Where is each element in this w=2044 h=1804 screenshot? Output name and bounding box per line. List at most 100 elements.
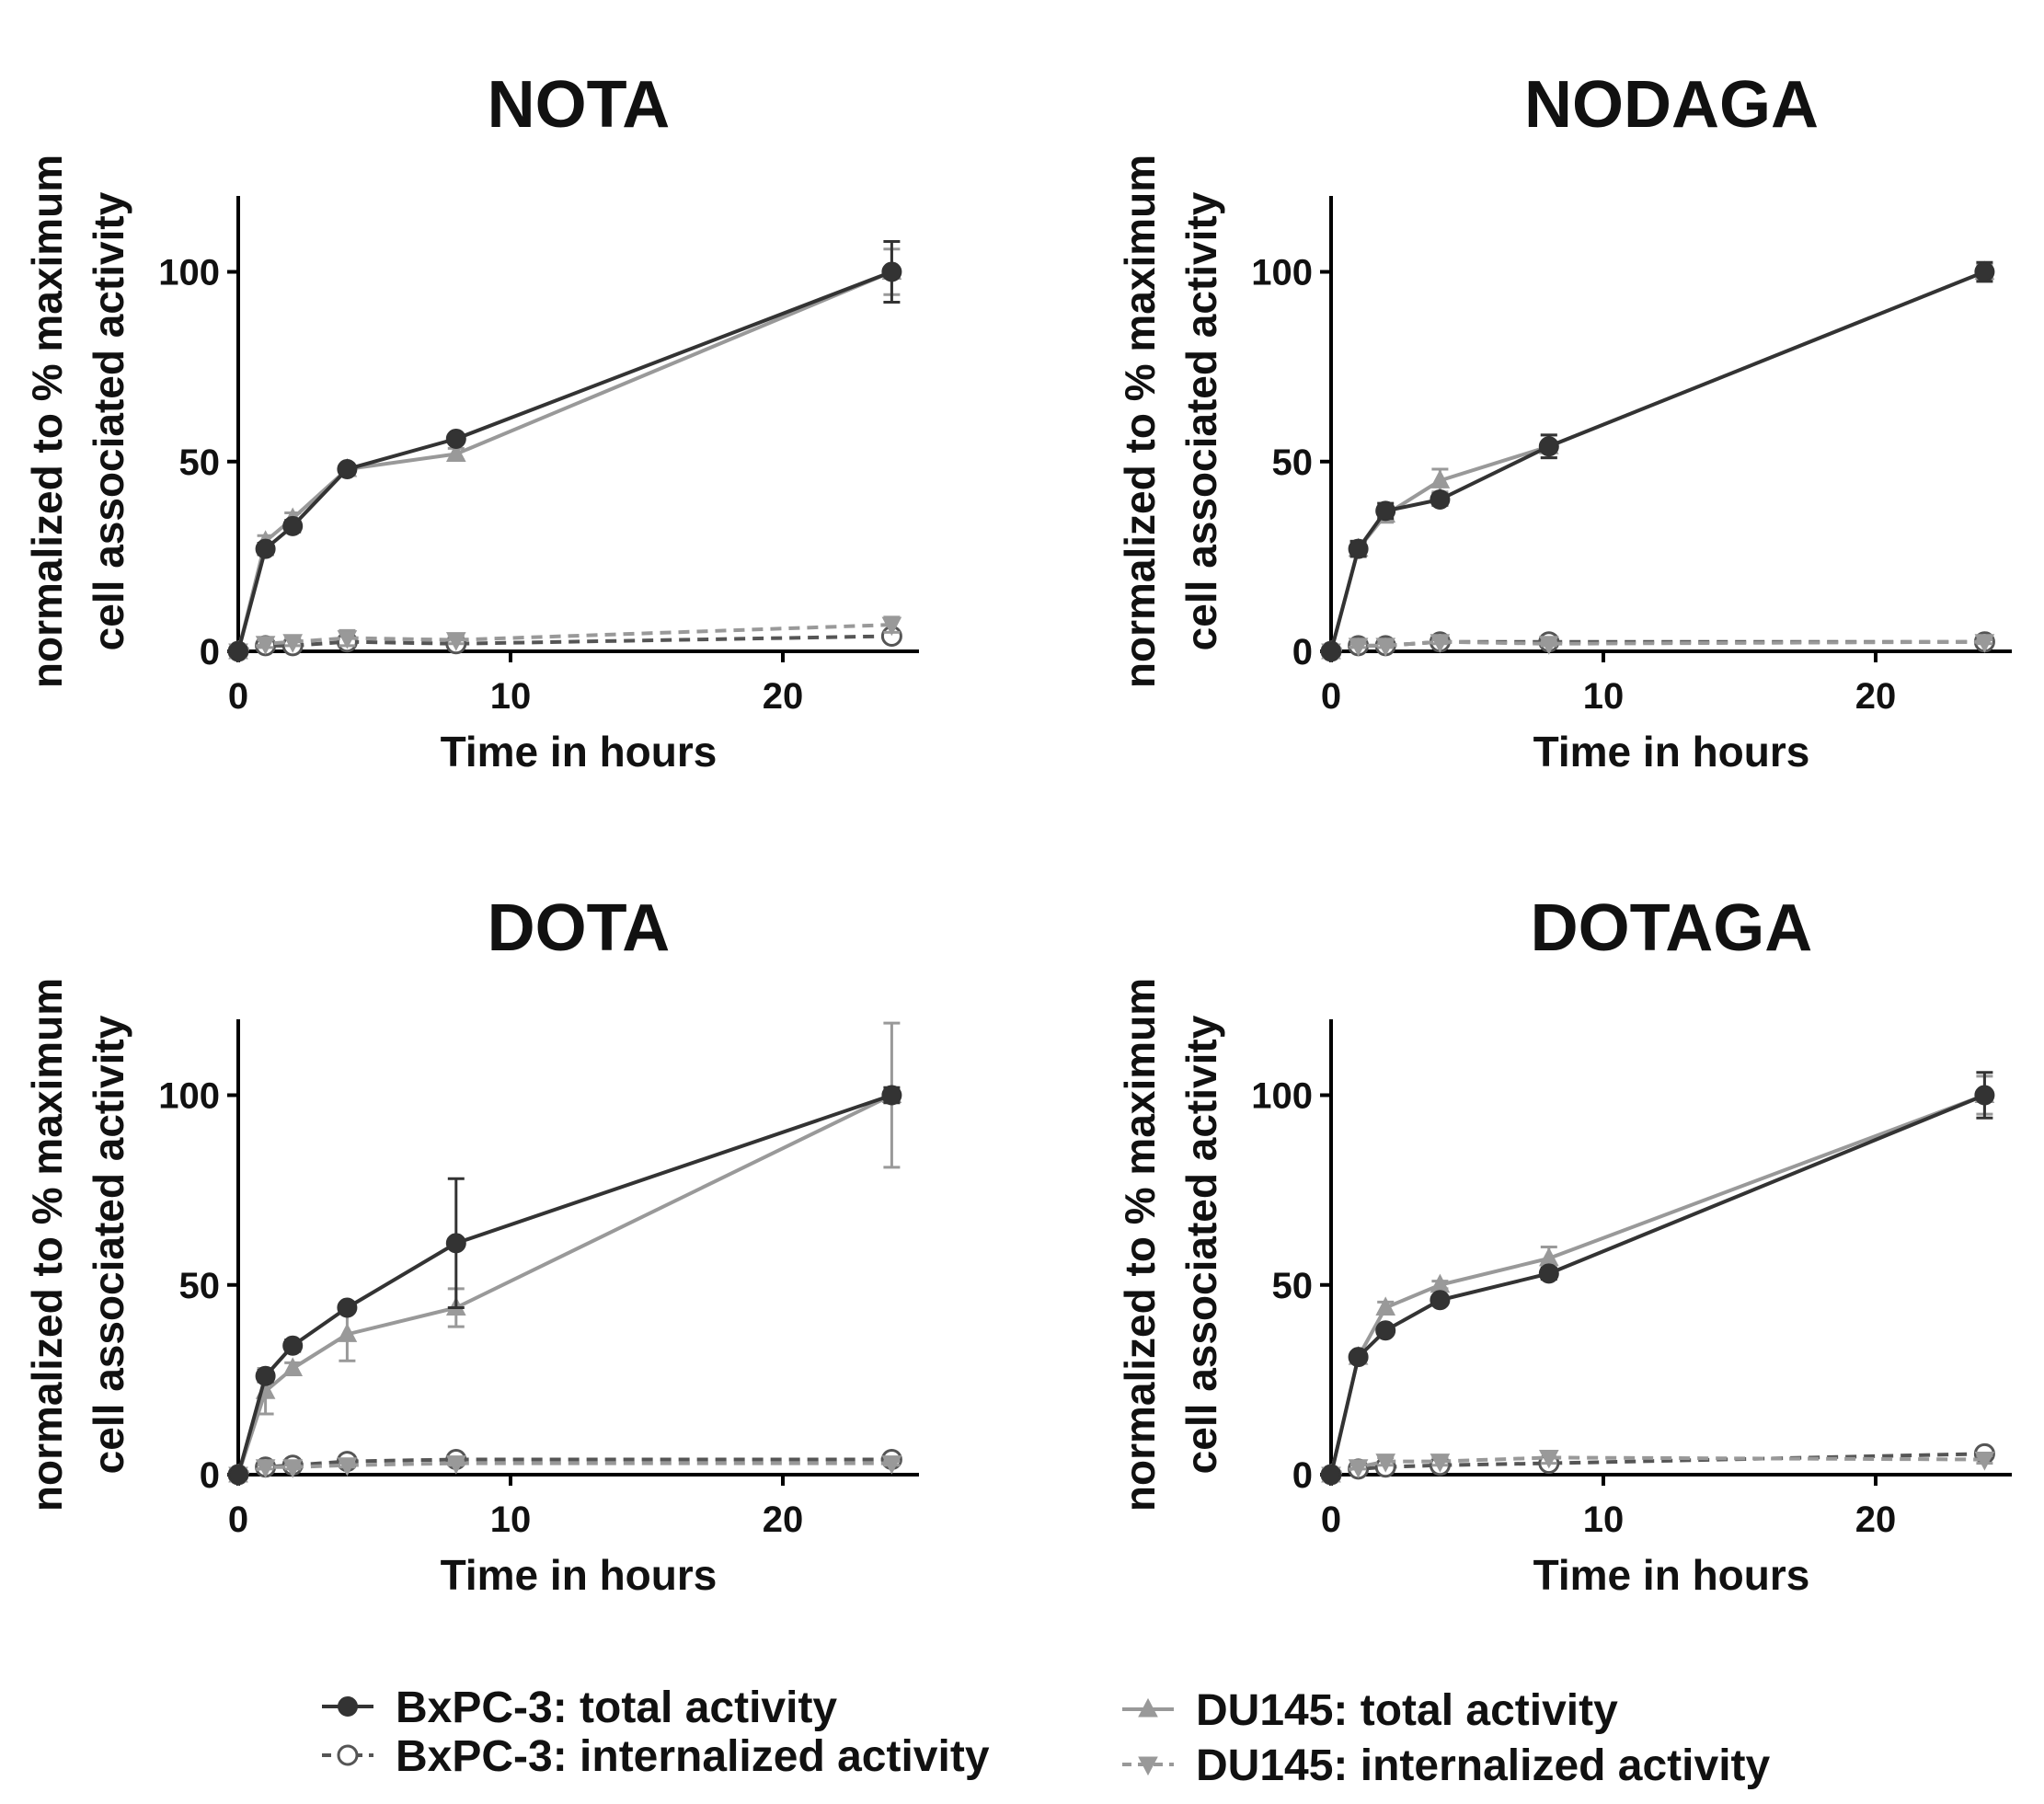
series-bx-total bbox=[1321, 260, 1995, 661]
panel-dotaga: DOTAGA Time in hours normalized to % max… bbox=[1116, 891, 2012, 1599]
data-point bbox=[1430, 634, 1451, 653]
series-bx-int bbox=[227, 626, 902, 662]
y-tick-label: 50 bbox=[1272, 442, 1314, 483]
data-point bbox=[1538, 1449, 1559, 1469]
series-bx-total bbox=[228, 240, 902, 661]
x-axis-label: Time in hours bbox=[441, 1551, 718, 1599]
data-point bbox=[255, 1459, 276, 1478]
data-point bbox=[1974, 1085, 1995, 1106]
y-axis-label-line1: normalized to % maximum bbox=[23, 155, 71, 688]
x-tick-label: 0 bbox=[1321, 1500, 1341, 1540]
legend-label: BxPC-3: total activity bbox=[396, 1683, 837, 1732]
data-point bbox=[255, 636, 276, 655]
chart-title: NOTA bbox=[488, 68, 671, 142]
series-line bbox=[1329, 1093, 1986, 1476]
data-point bbox=[1348, 1347, 1369, 1368]
data-point bbox=[881, 261, 902, 282]
x-tick-label: 20 bbox=[763, 1500, 804, 1540]
y-tick-label: 0 bbox=[1292, 632, 1313, 672]
x-axis-label: Time in hours bbox=[1533, 1551, 1810, 1599]
y-axis-label-line2: cell associated activity bbox=[85, 191, 132, 650]
data-point bbox=[255, 538, 276, 559]
legend-item-du145-total: DU145: total activity bbox=[1122, 1686, 1618, 1735]
y-axis-label-line2: cell associated activity bbox=[1177, 1015, 1225, 1474]
y-axis-label-line1: normalized to % maximum bbox=[1116, 155, 1164, 688]
data-point bbox=[1430, 1290, 1451, 1311]
data-point bbox=[282, 1459, 304, 1478]
legend-swatch bbox=[322, 1744, 373, 1766]
data-point bbox=[1538, 636, 1559, 655]
data-point bbox=[282, 515, 304, 536]
y-tick-label: 50 bbox=[179, 1266, 221, 1306]
data-point bbox=[337, 459, 358, 479]
data-point bbox=[1974, 634, 1995, 653]
data-point bbox=[1375, 638, 1396, 657]
series-line bbox=[236, 270, 893, 652]
y-axis-label-line2: cell associated activity bbox=[85, 1015, 132, 1474]
legend-swatch bbox=[322, 1696, 373, 1717]
data-point bbox=[1348, 538, 1369, 559]
legend-marker bbox=[1138, 1697, 1158, 1718]
series-line bbox=[1329, 1093, 1986, 1476]
series-bx-total bbox=[1321, 1071, 1995, 1485]
data-point bbox=[228, 1465, 248, 1485]
y-tick-label: 0 bbox=[200, 632, 220, 672]
x-tick-label: 10 bbox=[1583, 676, 1625, 717]
chart-title: DOTAGA bbox=[1531, 891, 1813, 965]
data-point bbox=[337, 1323, 358, 1342]
series-du-int bbox=[228, 1455, 902, 1487]
legend-label: DU145: total activity bbox=[1196, 1686, 1618, 1735]
data-point bbox=[1348, 638, 1369, 657]
series-line bbox=[236, 1093, 893, 1476]
data-point bbox=[1321, 641, 1341, 661]
data-point bbox=[1430, 489, 1451, 510]
data-point bbox=[228, 641, 248, 661]
y-tick-label: 0 bbox=[200, 1455, 220, 1496]
data-point bbox=[1375, 1454, 1396, 1473]
x-axis-label: Time in hours bbox=[1533, 728, 1810, 776]
y-tick-label: 100 bbox=[158, 1076, 220, 1117]
x-tick-label: 0 bbox=[1321, 676, 1341, 717]
data-point bbox=[282, 1357, 304, 1376]
x-tick-label: 10 bbox=[490, 1500, 532, 1540]
x-tick-label: 20 bbox=[763, 676, 804, 717]
series-du-int bbox=[1321, 634, 1995, 663]
legend: BxPC-3: total activity BxPC-3: internali… bbox=[322, 1683, 1771, 1790]
y-tick-label: 100 bbox=[1251, 253, 1313, 293]
data-point bbox=[1430, 1454, 1451, 1473]
series-bx-total bbox=[228, 1085, 902, 1485]
data-point bbox=[445, 1233, 466, 1254]
legend-marker bbox=[338, 1696, 358, 1717]
series-du-total bbox=[228, 1021, 902, 1483]
series-bx-int bbox=[1320, 1442, 1995, 1486]
series-line bbox=[1329, 270, 1986, 652]
series-line bbox=[236, 1093, 893, 1476]
x-axis-label: Time in hours bbox=[441, 728, 718, 776]
panel-nodaga: NODAGA Time in hours normalized to % max… bbox=[1116, 68, 2012, 776]
x-tick-label: 20 bbox=[1855, 676, 1897, 717]
data-point bbox=[1430, 469, 1451, 488]
data-point bbox=[445, 632, 466, 651]
series-du-total bbox=[1321, 1074, 1995, 1483]
data-point bbox=[337, 1297, 358, 1318]
data-point bbox=[445, 429, 466, 449]
legend-swatch bbox=[1122, 1697, 1174, 1718]
y-tick-label: 50 bbox=[179, 442, 221, 483]
data-point bbox=[337, 1457, 358, 1477]
series-du-int bbox=[1321, 1449, 1995, 1487]
data-point bbox=[881, 1085, 902, 1106]
legend-item-du145-internalized: DU145: internalized activity bbox=[1122, 1741, 1771, 1790]
y-tick-label: 100 bbox=[1251, 1076, 1313, 1117]
data-point bbox=[255, 1365, 276, 1386]
chart-title: DOTA bbox=[488, 891, 671, 965]
data-point bbox=[1375, 500, 1396, 522]
chart-title: NODAGA bbox=[1524, 68, 1819, 142]
data-point bbox=[1375, 1320, 1396, 1341]
y-tick-label: 100 bbox=[158, 253, 220, 293]
series-bx-int bbox=[1320, 631, 1995, 662]
x-tick-label: 20 bbox=[1855, 1500, 1897, 1540]
y-axis-label-line2: cell associated activity bbox=[1177, 191, 1225, 650]
y-axis-label-line1: normalized to % maximum bbox=[1116, 978, 1164, 1511]
x-tick-label: 10 bbox=[490, 676, 532, 717]
